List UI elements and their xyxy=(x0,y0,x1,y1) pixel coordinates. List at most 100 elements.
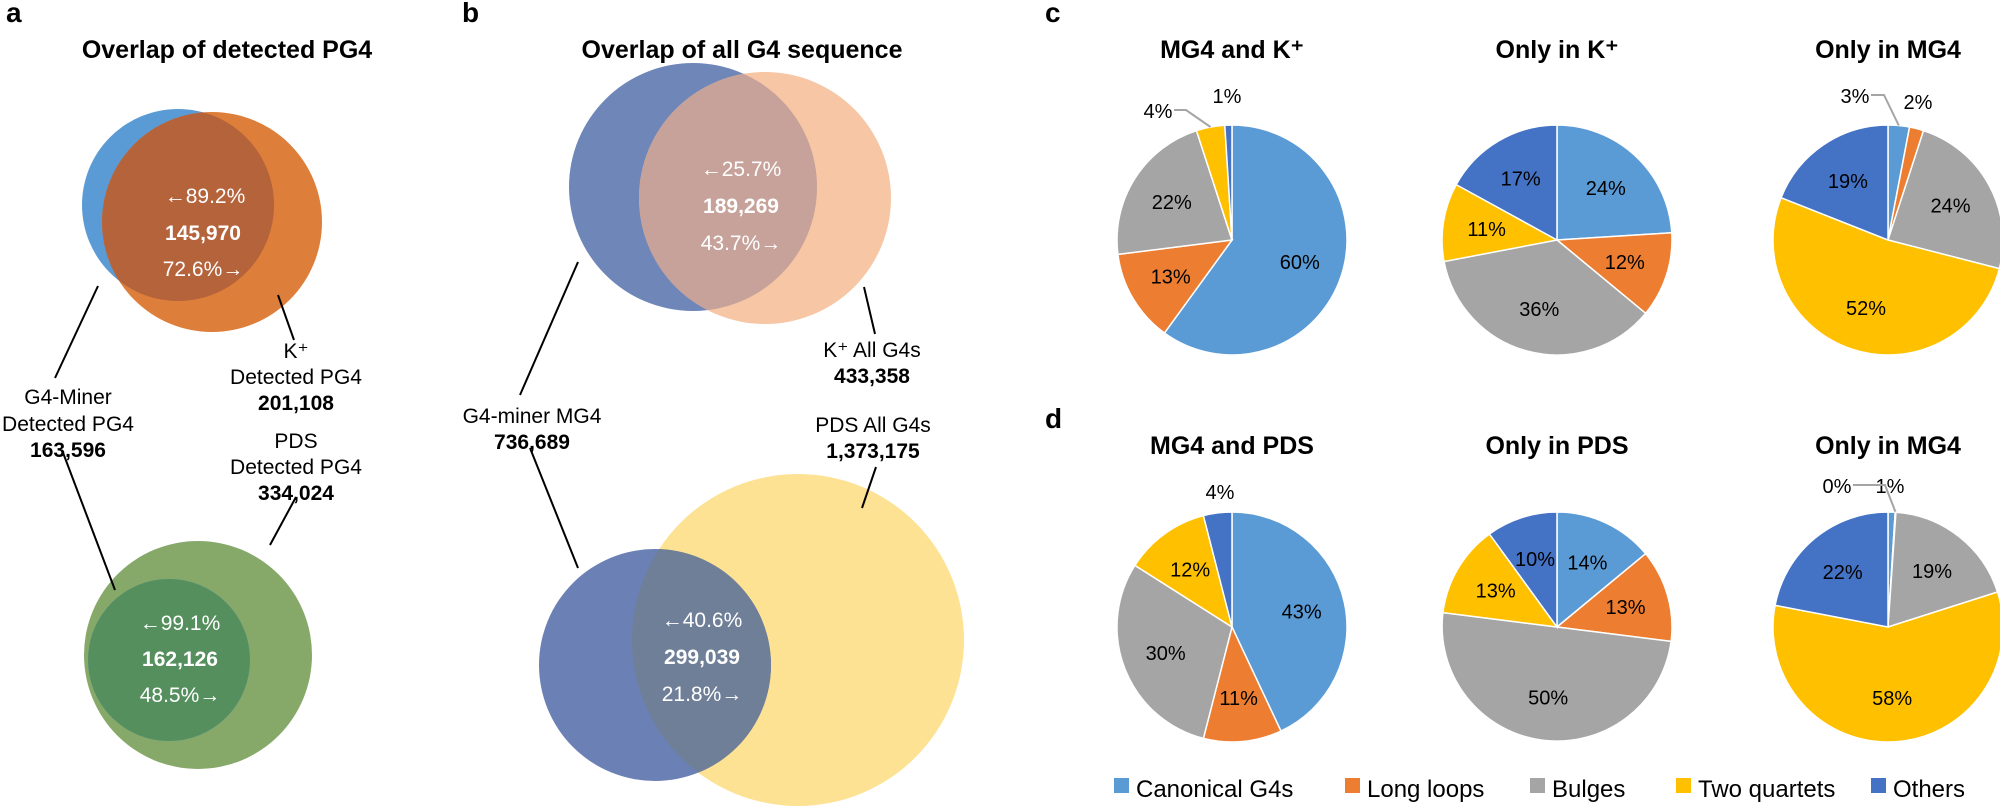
pie-data-label: 0% xyxy=(1823,476,1852,498)
pie-data-label: 52% xyxy=(1846,298,1886,320)
pie-slice xyxy=(1441,183,1560,263)
panel-label-a: a xyxy=(6,0,22,28)
pie-slice xyxy=(1887,511,1999,629)
legend-swatch-two-quartets xyxy=(1676,778,1691,793)
legend-label-two-quartets: Two quartets xyxy=(1698,776,1835,803)
venn-b-top-pct-left: ←25.7% xyxy=(701,158,782,181)
pie-leader-line xyxy=(1853,484,1897,513)
panel-label-b: b xyxy=(462,0,479,28)
venn-b-pds-count: 1,373,175 xyxy=(826,440,920,463)
pie-title-only-in-mg4-d: Only in MG4 xyxy=(1815,432,1961,460)
pie-data-label: 22% xyxy=(1152,192,1192,214)
pie-data-label: 2% xyxy=(1904,92,1933,114)
pie-slice xyxy=(1116,564,1233,740)
legend-label-others: Others xyxy=(1893,776,1965,803)
pie-slice xyxy=(1116,129,1233,256)
pie-data-label: 60% xyxy=(1280,252,1320,274)
legend-swatch-long-loops xyxy=(1345,778,1360,793)
pie-slice xyxy=(1556,124,1673,241)
pie-slice xyxy=(1442,532,1559,628)
venn-b-mg4-count: 736,689 xyxy=(494,431,570,454)
pie-slice xyxy=(1231,511,1348,733)
pie-slice xyxy=(1887,129,2000,270)
pie-data-label: 1% xyxy=(1213,86,1242,108)
pie-title-only-in-k: Only in K⁺ xyxy=(1496,36,1619,64)
pie-slice xyxy=(1133,514,1234,629)
pie-title-only-in-mg4-c: Only in MG4 xyxy=(1815,36,1961,64)
pie-slice xyxy=(1202,624,1282,743)
legend-label-long-loops: Long loops xyxy=(1367,776,1484,803)
legend: Canonical G4s Long loops Bulges Two quar… xyxy=(1114,776,1965,803)
pie-title-mg4-and-pds: MG4 and PDS xyxy=(1150,432,1314,460)
pie-slice xyxy=(1443,239,1647,356)
leader-line xyxy=(54,285,99,379)
pie-data-label: 43% xyxy=(1282,601,1322,623)
pie-leader-line xyxy=(1174,109,1212,128)
venn-b-top-intersection xyxy=(639,72,817,311)
legend-swatch-canonical xyxy=(1114,778,1129,793)
panel-label-c: c xyxy=(1045,0,1061,28)
venn-a-k-label-line1: K⁺ xyxy=(283,340,308,363)
venn-a-pds-label-line2: Detected PG4 xyxy=(230,456,362,479)
venn-b-top-count: 189,269 xyxy=(703,195,779,218)
pie-slice xyxy=(1555,231,1673,315)
pie-data-label: 11% xyxy=(1219,688,1258,710)
pie-slice xyxy=(1163,124,1348,356)
pie-data-label: 50% xyxy=(1528,688,1568,710)
venn-a-pds-count: 334,024 xyxy=(258,482,334,505)
pie-data-label: 1% xyxy=(1876,476,1905,498)
pie-data-label: 12% xyxy=(1170,559,1210,581)
pie-data-label: 22% xyxy=(1823,562,1863,584)
venn-b-mg4-label: G4-miner MG4 xyxy=(463,405,602,428)
pie-charts: 60% 13% 22% 4% 1% 24% 12% 36% 11% 17% 3% 2% 24% 52% 19… xyxy=(1116,86,2000,743)
venn-a-top-pct-right: 72.6%→ xyxy=(163,258,244,281)
pie-data-label: 24% xyxy=(1586,178,1626,200)
legend-swatch-bulges xyxy=(1530,778,1545,793)
leader-line xyxy=(277,294,295,341)
pie-data-label: 36% xyxy=(1519,299,1559,321)
venn-a-g4miner-label-line2: Detected PG4 xyxy=(2,413,134,436)
venn-b-pds-label: PDS All G4s xyxy=(815,414,931,437)
pie-data-label: 30% xyxy=(1146,643,1186,665)
venn-panel-b: Overlap of all G4 sequence ←25.7% 189,26… xyxy=(463,36,964,806)
pie-slice xyxy=(1117,239,1234,335)
venn-a-k-label-line2: Detected PG4 xyxy=(230,366,362,389)
venn-a-top-count: 145,970 xyxy=(165,222,241,245)
venn-b-bottom-pct-right: 21.8%→ xyxy=(662,683,743,706)
pie-data-label: 24% xyxy=(1930,196,1970,218)
venn-b-k-label: K⁺ All G4s xyxy=(823,339,920,362)
venn-a-top-pct-left: ←89.2% xyxy=(165,185,246,208)
venn-a-bottom-pct-left: ←99.1% xyxy=(140,612,221,635)
venn-a-g4miner-label-line1: G4-Miner xyxy=(24,386,112,409)
legend-label-bulges: Bulges xyxy=(1552,776,1625,803)
pie-data-label: 3% xyxy=(1841,86,1870,108)
leader-line xyxy=(861,466,877,509)
leader-line xyxy=(529,447,579,569)
pie-slice xyxy=(1555,552,1673,643)
venn-b-bottom-pct-left: ←40.6% xyxy=(662,609,743,632)
venn-a-title: Overlap of detected PG4 xyxy=(82,36,372,64)
pie-title-mg4-and-k: MG4 and K⁺ xyxy=(1160,36,1304,64)
pie-slice xyxy=(1223,124,1233,241)
legend-label-canonical: Canonical G4s xyxy=(1136,776,1293,803)
pie-slice xyxy=(1772,591,2000,743)
pie-data-label: 4% xyxy=(1144,101,1173,123)
pie-data-label: 14% xyxy=(1567,553,1607,575)
pie-data-label: 58% xyxy=(1872,688,1912,710)
leader-line xyxy=(863,286,876,335)
venn-a-bottom-intersection xyxy=(88,579,250,741)
pie-slice xyxy=(1774,511,1889,628)
pie-leader-line xyxy=(1871,94,1900,126)
pie-data-label: 13% xyxy=(1605,597,1645,619)
pie-data-label: 4% xyxy=(1206,482,1235,504)
venn-b-bottom-intersection xyxy=(632,549,771,781)
pie-data-label: 12% xyxy=(1605,252,1645,274)
pie-slice xyxy=(1780,124,1889,242)
pie-data-label: 11% xyxy=(1467,219,1506,241)
pie-slice xyxy=(1772,196,2000,356)
pie-slice xyxy=(1556,511,1647,629)
leader-line xyxy=(61,449,116,591)
venn-b-bottom-count: 299,039 xyxy=(664,646,740,669)
venn-b-top-pct-right: 43.7%→ xyxy=(701,232,782,255)
